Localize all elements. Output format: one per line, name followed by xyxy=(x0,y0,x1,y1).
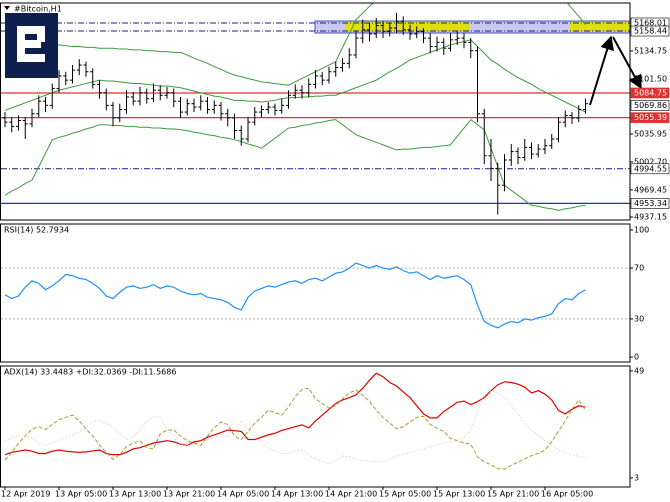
highlight-zone xyxy=(570,22,630,32)
logo-mark xyxy=(17,26,45,62)
panel-title: ADX(14) 33.4483 +DI:32.0369 -DI:11.5686 xyxy=(4,368,176,377)
arrow-up xyxy=(589,35,614,106)
x-tick-label: 14 Apr 21:00 xyxy=(325,490,377,499)
level-label-box xyxy=(630,163,670,175)
menu-arrow xyxy=(4,6,10,10)
y-tick-label: 3 xyxy=(634,473,639,482)
indicator-line xyxy=(4,372,586,456)
bollinger-band xyxy=(4,3,586,86)
y-tick-label: 4969.45 xyxy=(634,185,667,194)
x-tick-label: 14 Apr 05:00 xyxy=(217,490,269,499)
level-label: 5055.39 xyxy=(634,113,667,122)
highlight-zone xyxy=(345,22,470,32)
adx-panel-frame xyxy=(0,365,631,488)
x-tick-label: 13 Apr 05:00 xyxy=(55,490,107,499)
level-label: 4953.34 xyxy=(634,199,667,208)
x-tick-label: 13 Apr 13:00 xyxy=(109,490,161,499)
last-price-label: 5069.86 xyxy=(634,101,667,110)
panel-title: RSI(14) 52.7934 xyxy=(4,226,69,235)
y-tick-label: 5101.50 xyxy=(634,74,667,83)
last-price-box xyxy=(630,100,670,111)
level-label: 5158.44 xyxy=(634,27,667,36)
arrow-down xyxy=(612,36,642,90)
y-tick-label: 70 xyxy=(634,264,644,273)
main-panel-frame xyxy=(0,2,631,221)
indicator-line xyxy=(4,262,586,329)
indicator-line xyxy=(4,387,586,470)
x-tick-label: 15 Apr 21:00 xyxy=(487,490,539,499)
level-label: 5084.75 xyxy=(634,88,667,97)
y-tick-label: 49 xyxy=(634,366,644,375)
x-tick-label: 15 Apr 13:00 xyxy=(433,490,485,499)
indicator-line xyxy=(4,390,586,465)
bollinger-band xyxy=(4,118,586,211)
y-tick-label: 5002.70 xyxy=(634,157,667,166)
level-label: 4994.55 xyxy=(634,164,667,173)
y-tick-label: 5035.95 xyxy=(634,129,667,138)
level-label-box xyxy=(630,112,670,123)
logo xyxy=(5,13,58,78)
x-tick-label: 13 Apr 21:00 xyxy=(163,490,215,499)
annotation-arrows xyxy=(589,35,642,106)
y-tick-label: 100 xyxy=(634,225,649,234)
y-tick-label: 5134.75 xyxy=(634,46,667,55)
x-tick-label: 12 Apr 2019 xyxy=(1,490,50,499)
level-label-box xyxy=(630,87,670,99)
panel-title: #Bitcoin,H1 xyxy=(14,5,62,14)
level-label-box xyxy=(630,198,670,209)
plot-layer: #Bitcoin,H1 RSI(14) 52.7934 ADX(14) 33.448… xyxy=(1,3,630,470)
rsi-panel-frame xyxy=(0,223,631,363)
x-tick-label: 15 Apr 05:00 xyxy=(379,490,431,499)
x-tick-label: 16 Apr 05:00 xyxy=(541,490,593,499)
y-tick-label: 4937.15 xyxy=(634,213,667,222)
x-tick-label: 14 Apr 13:00 xyxy=(271,490,323,499)
y-tick-label: 0 xyxy=(634,353,639,362)
level-label-box xyxy=(630,25,670,37)
y-tick-label: 30 xyxy=(634,314,644,323)
level-label: 5168.01 xyxy=(634,18,667,27)
